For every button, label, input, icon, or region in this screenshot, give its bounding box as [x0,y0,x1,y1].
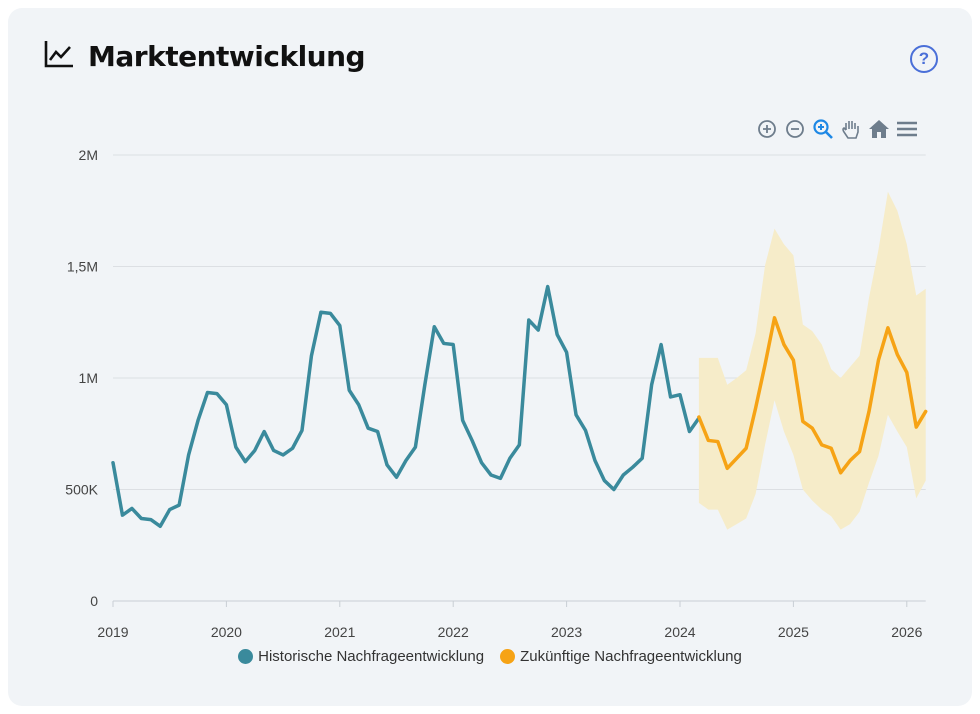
x-tick-label: 2024 [664,624,695,640]
y-tick-label: 1,5M [67,259,98,275]
legend-item-forecast[interactable]: Zukünftige Nachfrageentwicklung [500,648,742,665]
zoom-out-icon[interactable] [784,118,806,140]
help-circle-icon[interactable]: ? [910,45,938,73]
legend-label: Historische Nachfrageentwicklung [258,648,485,665]
zoom-selection-icon[interactable] [812,118,834,140]
page-title: Marktentwicklung [88,40,366,73]
x-tick-label: 2021 [324,624,355,640]
legend-marker [238,649,254,664]
pan-hand-icon[interactable] [840,118,862,140]
legend-label: Zukünftige Nachfrageentwicklung [520,648,742,665]
line-chart-icon [44,40,74,73]
zoom-in-icon[interactable] [756,118,778,140]
legend-item-historical[interactable]: Historische Nachfrageentwicklung [238,648,484,665]
menu-icon[interactable] [896,118,918,140]
historical-demand-line [111,284,701,529]
home-reset-icon[interactable] [868,118,890,140]
y-tick-label: 500K [65,482,98,498]
forecast-confidence-band [698,191,926,530]
y-tick-label: 0 [90,593,98,609]
chart-legend: Historische Nachfrageentwicklung Zukünft… [0,648,980,665]
chart-toolbar [756,118,918,140]
x-tick-label: 2020 [211,624,242,640]
x-tick-label: 2023 [551,624,582,640]
x-tick-label: 2019 [97,624,128,640]
y-tick-label: 2M [79,147,98,163]
card-header: Marktentwicklung [44,40,366,73]
x-tick-label: 2026 [891,624,922,640]
x-tick-label: 2022 [438,624,469,640]
legend-marker [500,649,516,664]
x-tick-label: 2025 [778,624,809,640]
y-tick-label: 1M [79,370,98,386]
